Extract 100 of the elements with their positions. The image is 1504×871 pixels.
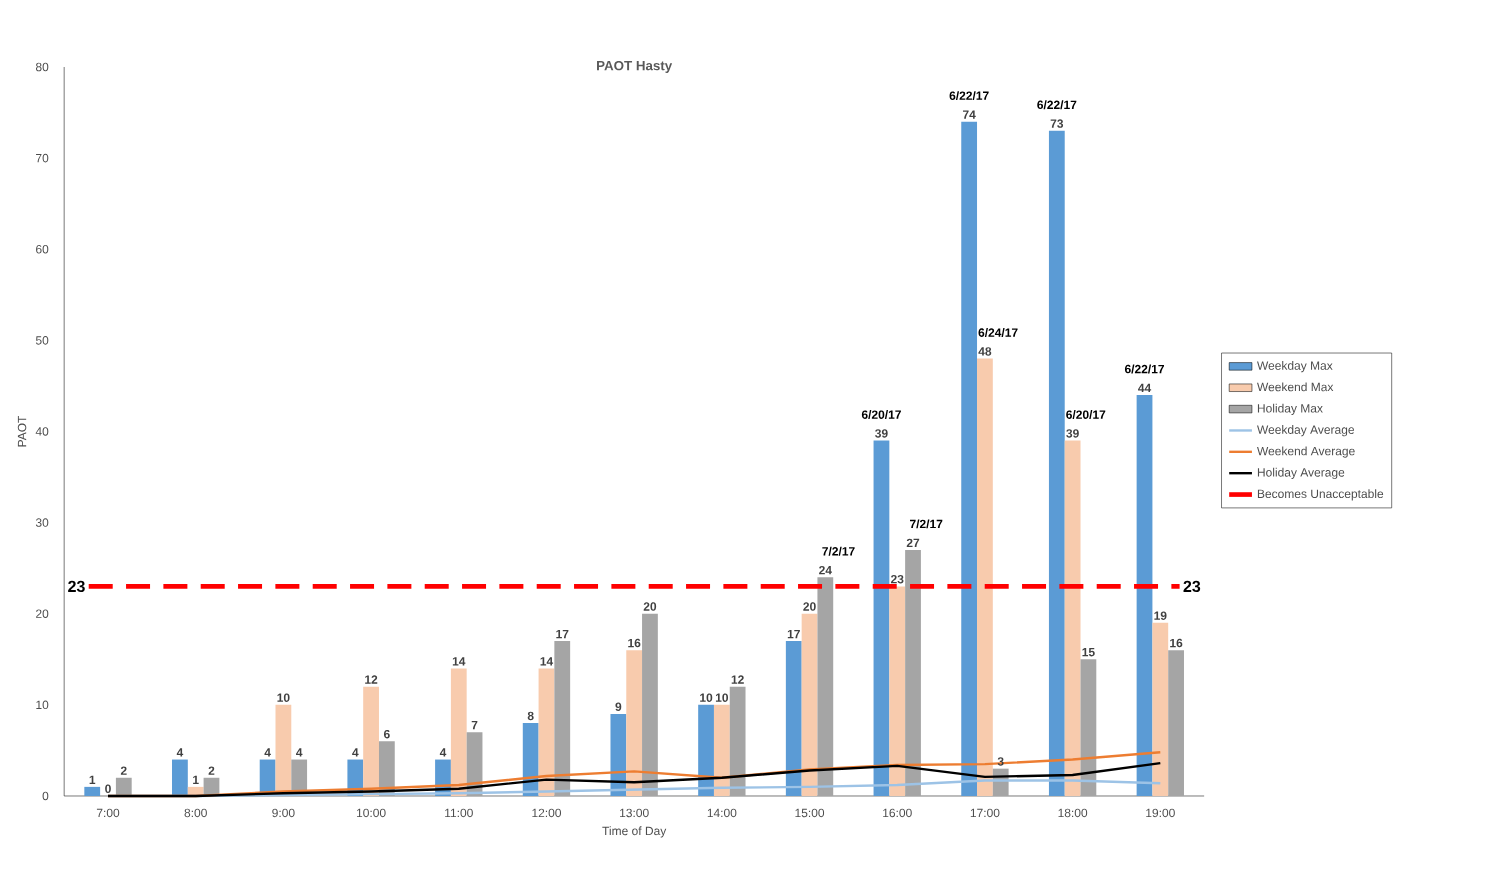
- data-label: 1: [193, 775, 199, 784]
- y-tick-label: 50: [35, 336, 49, 345]
- y-tick-label: 60: [36, 244, 49, 254]
- bar: [817, 577, 834, 796]
- data-label: 48: [978, 347, 992, 356]
- bar: [554, 641, 571, 796]
- annotation: 6/22/17: [949, 91, 989, 101]
- x-tick-label: 8:00: [184, 808, 207, 818]
- data-label: 17: [556, 629, 569, 639]
- bar: [729, 686, 746, 796]
- bar: [1080, 659, 1097, 796]
- x-tick-label: 17:00: [970, 808, 1000, 818]
- bar: [1136, 395, 1153, 796]
- bar: [873, 440, 890, 796]
- data-label: 16: [1170, 638, 1183, 648]
- bar: [1152, 622, 1169, 796]
- bar: [642, 613, 658, 796]
- data-label: 17: [787, 629, 800, 639]
- legend-label: Weekday Max: [1257, 361, 1333, 373]
- bar: [522, 723, 539, 796]
- chart-title: PAOT Hasty: [597, 60, 673, 73]
- data-label: 2: [120, 766, 127, 775]
- legend-label: Weekend Max: [1257, 382, 1334, 392]
- data-label: 10: [715, 693, 729, 702]
- x-tick-label: 7:00: [96, 808, 120, 818]
- annotation: 6/22/17: [1037, 100, 1077, 110]
- bar: [698, 704, 714, 796]
- data-label: 39: [1066, 429, 1079, 438]
- data-label: 6: [383, 729, 390, 739]
- x-tick-label: 16:00: [883, 808, 912, 818]
- y-tick-label: 40: [35, 427, 49, 436]
- data-label: 9: [615, 702, 622, 712]
- y-tick-label: 0: [42, 791, 49, 801]
- x-tick-label: 9:00: [272, 808, 295, 818]
- x-tick-label: 18:00: [1058, 808, 1088, 818]
- y-tick-label: 10: [36, 700, 49, 710]
- annotation: 7/2/17: [910, 519, 943, 529]
- bar: [172, 759, 188, 796]
- data-label: 10: [700, 693, 713, 702]
- data-label: 12: [365, 675, 378, 684]
- data-label: 24: [819, 565, 832, 575]
- bar: [977, 358, 993, 796]
- y-tick-label: 80: [35, 62, 49, 72]
- annotation: 6/20/17: [861, 410, 901, 419]
- x-tick-label: 11:00: [445, 808, 473, 818]
- data-label: 2: [208, 766, 215, 775]
- data-label: 44: [1138, 383, 1152, 393]
- bar: [115, 777, 132, 796]
- data-label: 23: [890, 574, 904, 584]
- data-label: 73: [1050, 119, 1064, 128]
- bar: [538, 668, 555, 796]
- data-label: 1: [89, 775, 96, 784]
- bar: [450, 668, 467, 796]
- data-label: 39: [875, 429, 888, 438]
- annotation: 7/2/17: [822, 546, 855, 556]
- legend-label: Weekday Average: [1257, 425, 1355, 437]
- y-tick-label: 30: [35, 518, 49, 527]
- x-tick-label: 13:00: [620, 808, 649, 818]
- data-label: 4: [439, 748, 447, 757]
- data-label: 14: [540, 657, 554, 666]
- data-label: 27: [906, 538, 920, 548]
- data-label: 4: [264, 748, 271, 757]
- data-label: 15: [1082, 647, 1095, 657]
- annotation: 6/20/17: [1066, 410, 1106, 419]
- data-label: 4: [296, 748, 303, 757]
- annotation: 6/22/17: [1124, 364, 1165, 374]
- bar: [889, 586, 906, 796]
- x-tick-label: 14:00: [707, 808, 737, 818]
- data-label: 16: [628, 638, 641, 648]
- y-tick-label: 20: [36, 609, 49, 618]
- bar: [84, 786, 101, 796]
- bar: [713, 704, 730, 796]
- bar: [626, 650, 643, 796]
- bar: [363, 686, 379, 796]
- data-label: 10: [277, 693, 290, 702]
- x-tick-label: 10:00: [356, 808, 386, 818]
- data-label: 8: [527, 711, 534, 721]
- data-label: 14: [452, 657, 466, 666]
- bar: [785, 641, 802, 796]
- legend-label: Holiday Average: [1257, 467, 1345, 480]
- annotation: 23: [68, 580, 85, 593]
- annotation: 6/24/17: [978, 328, 1018, 337]
- data-label: 19: [1154, 611, 1167, 620]
- annotation: 23: [1183, 580, 1201, 593]
- data-label: 12: [731, 675, 744, 684]
- bar: [1048, 130, 1065, 796]
- data-label: 20: [643, 602, 657, 611]
- x-tick-label: 19:00: [1146, 808, 1175, 818]
- data-label: 0: [105, 784, 111, 794]
- y-axis-title: PAOT: [17, 415, 27, 447]
- x-axis-title: Time of Day: [602, 826, 667, 838]
- y-tick-label: 70: [36, 153, 49, 163]
- x-tick-label: 15:00: [795, 808, 825, 818]
- data-label: 7: [471, 721, 478, 730]
- legend-label: Holiday Max: [1257, 403, 1323, 415]
- bar: [1168, 650, 1184, 796]
- data-label: 4: [176, 748, 184, 757]
- bar: [1064, 440, 1081, 796]
- legend-label: Becomes Unacceptable: [1257, 489, 1384, 501]
- bar: [801, 613, 818, 796]
